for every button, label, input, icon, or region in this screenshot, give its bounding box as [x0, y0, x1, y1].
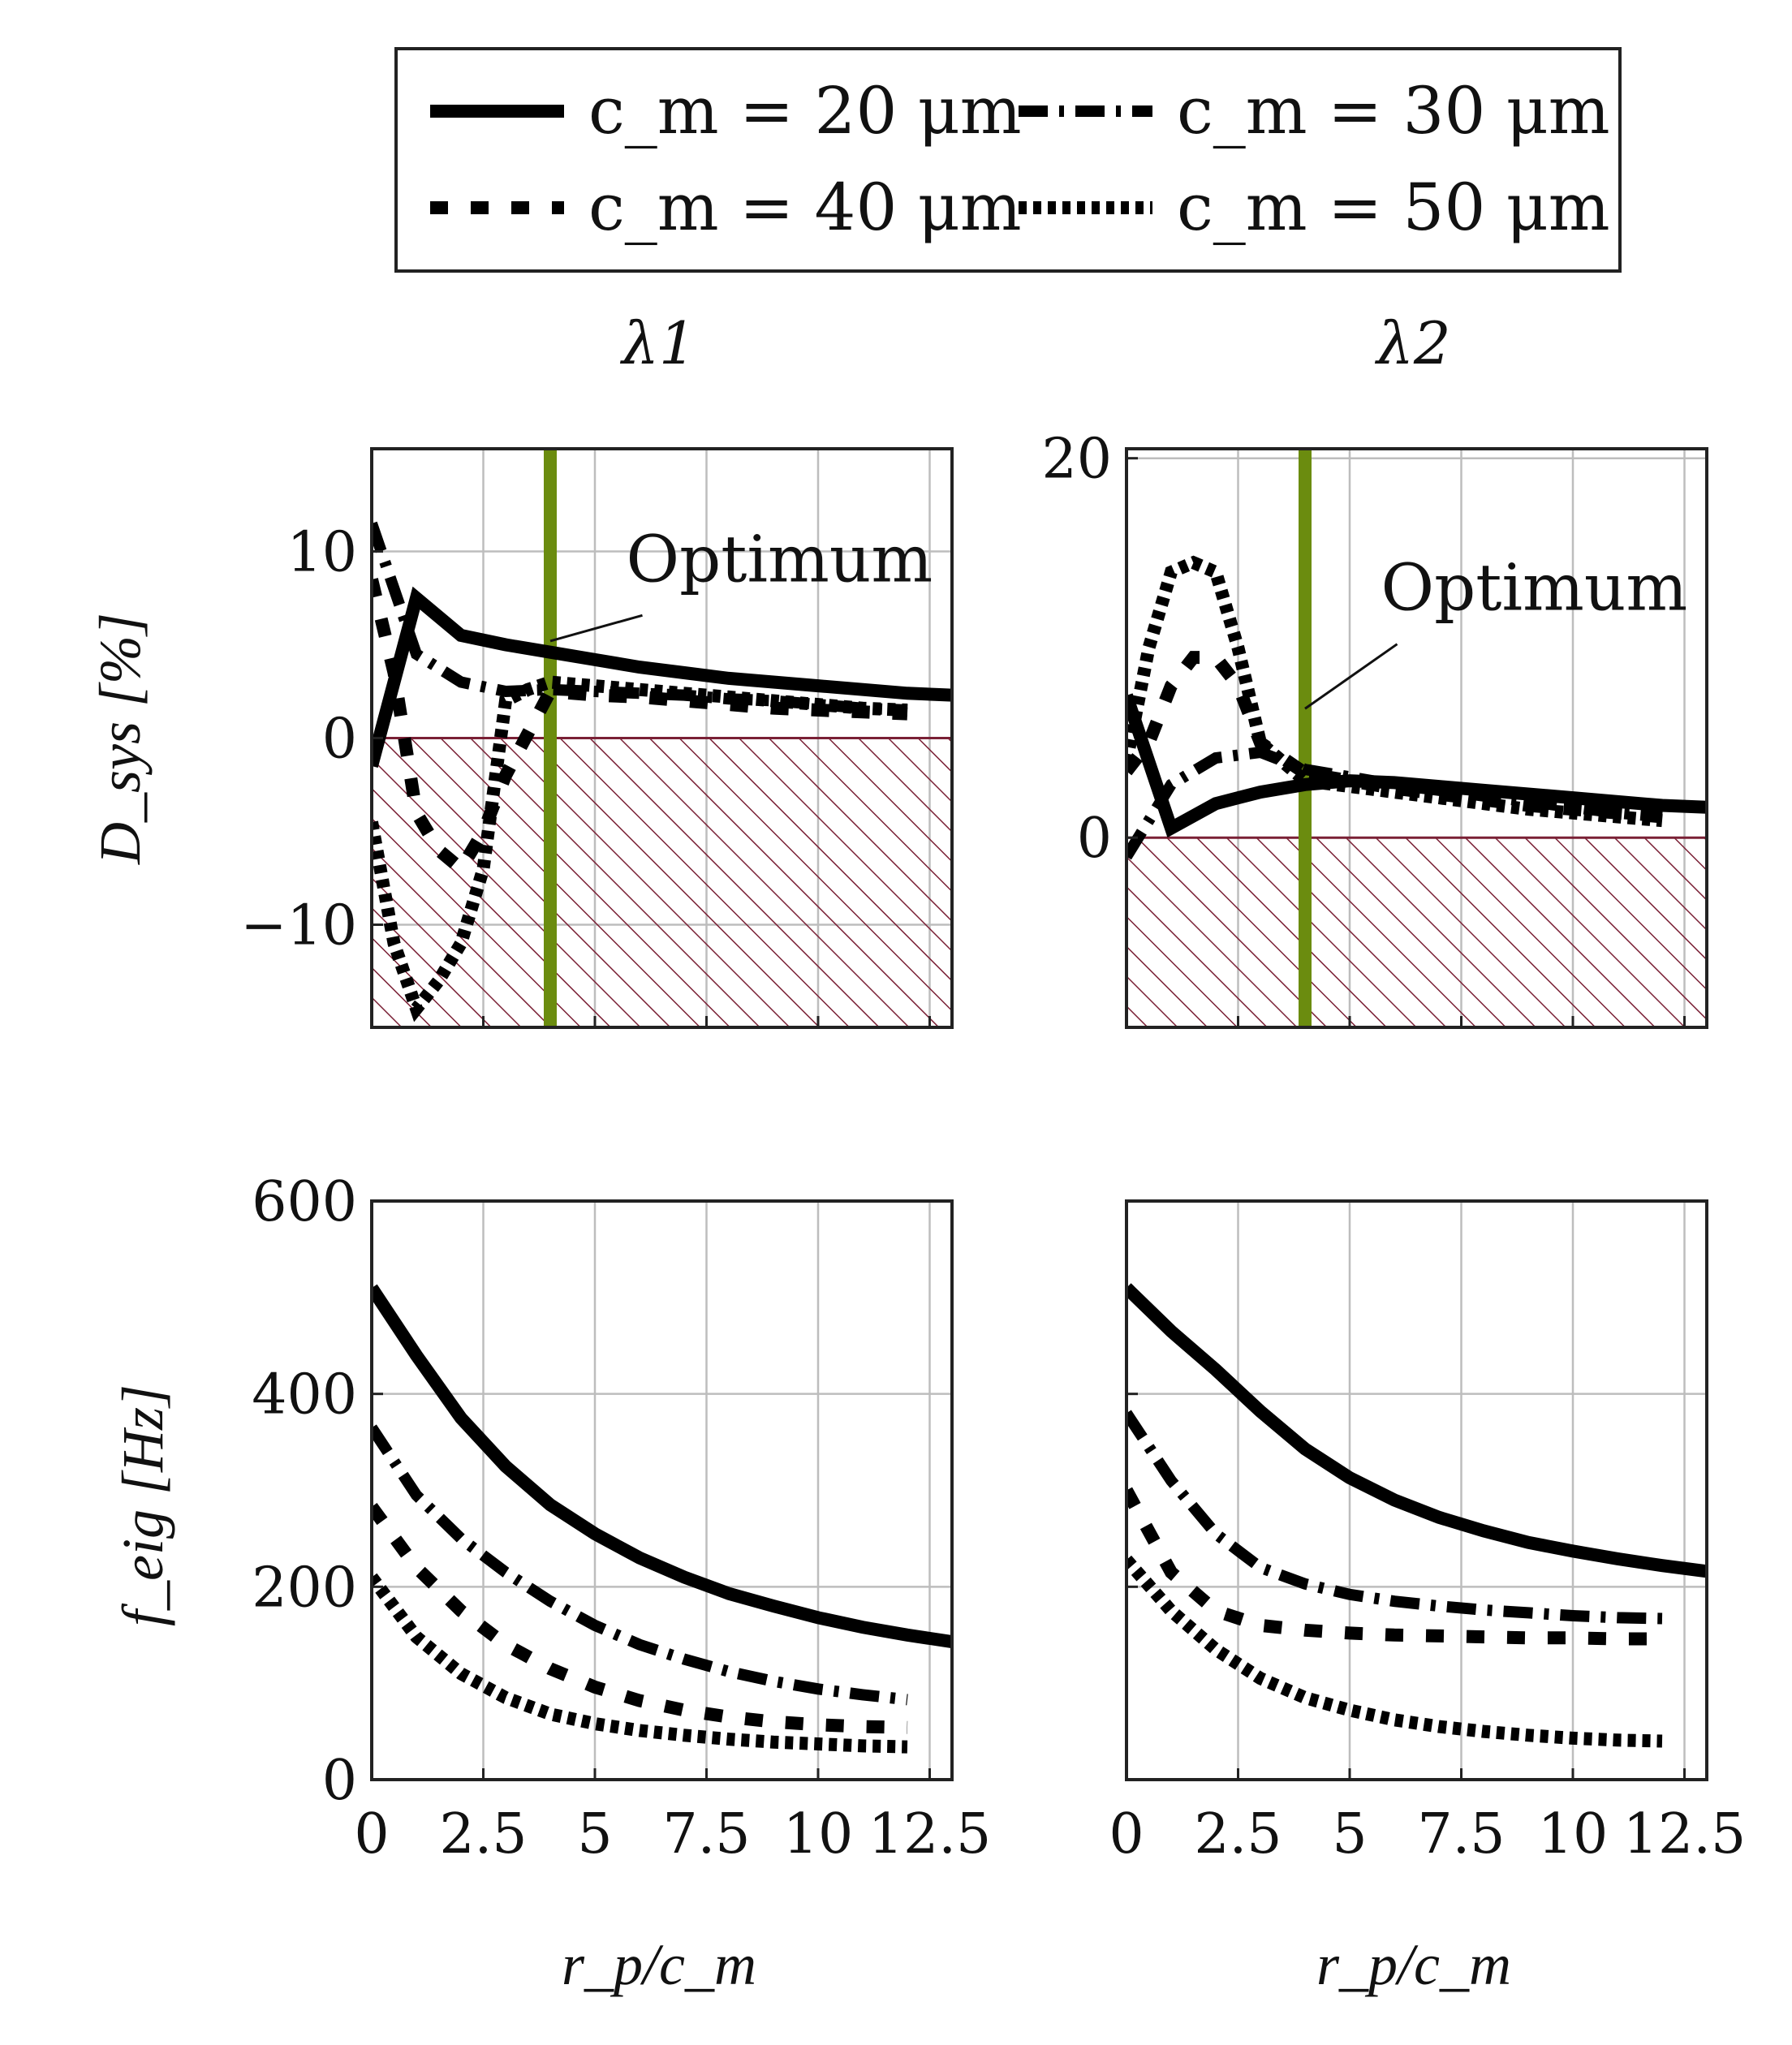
panel-lambda2-damping: Optimum 0 20	[1041, 428, 1708, 1029]
x-tick-label: 2.5	[439, 1802, 527, 1866]
x-tick-label: 10	[783, 1802, 854, 1866]
legend-label-30: c_m = 30 μm	[1177, 73, 1610, 149]
x-tick-label: 2.5	[1194, 1802, 1282, 1866]
series-line-3	[1126, 651, 1663, 824]
y-tick-label: 20	[1041, 428, 1112, 492]
y-tick-label: 200	[252, 1556, 357, 1620]
series-group	[372, 521, 952, 1022]
series-line-2	[1126, 746, 1663, 860]
series-line-2	[372, 521, 908, 716]
series-group	[372, 1284, 952, 1754]
ylabel-damping: D_sys [%]	[88, 613, 153, 865]
x-tick-label: 12.5	[868, 1802, 991, 1866]
panel-lambda1-damping: Optimum −10 0 10	[240, 447, 954, 1029]
y-tick-label: 0	[322, 1749, 357, 1813]
xlabel-right: r_p/c_m	[1316, 1932, 1511, 1997]
x-tick-label: 0	[354, 1802, 389, 1866]
annotation-optimum: Optimum	[627, 521, 933, 596]
y-tick-label: −10	[240, 894, 357, 958]
series-line-1	[1126, 1283, 1707, 1578]
annotation-optimum: Optimum	[1381, 550, 1688, 626]
x-tick-label: 7.5	[1417, 1802, 1505, 1866]
legend-label-50: c_m = 50 μm	[1177, 170, 1610, 245]
x-tick-label: 0	[1109, 1802, 1144, 1866]
unstable-region-hatch	[372, 738, 952, 1027]
series-group	[1126, 1283, 1707, 1748]
column-title-lambda1: λ1	[619, 309, 696, 377]
x-tick-label: 10	[1538, 1802, 1609, 1866]
x-tick-label: 7.5	[662, 1802, 750, 1866]
annotation-leader	[549, 614, 643, 643]
y-tick-label: 600	[252, 1170, 357, 1234]
axes-frame	[370, 1199, 954, 1781]
panel-lambda2-frequency: 0 2.5 5 7.5 10 12.5	[1109, 1199, 1746, 1866]
annotation-leader	[1304, 643, 1398, 710]
panel-lambda1-frequency: 0 200 400 600 0 2.5 5 7.5 10 12.5	[252, 1170, 991, 1866]
series-line-3	[372, 1502, 908, 1734]
series-group	[1126, 555, 1707, 860]
ylabel-frequency: f_eig [Hz]	[110, 1384, 175, 1626]
legend-label-20: c_m = 20 μm	[588, 73, 1022, 149]
y-tick-label: 10	[286, 521, 357, 585]
series-line-4	[1126, 555, 1663, 828]
column-title-lambda2: λ2	[1374, 309, 1450, 377]
series-line-4	[1126, 1555, 1663, 1748]
y-tick-label: 0	[1077, 807, 1112, 871]
y-tick-label: 400	[252, 1363, 357, 1427]
series-line-1	[372, 586, 952, 768]
x-tick-label: 5	[1332, 1802, 1367, 1866]
xlabel-left: r_p/c_m	[562, 1932, 756, 1997]
series-line-4	[372, 1573, 908, 1754]
series-line-1	[372, 1284, 952, 1649]
series-line-2	[1126, 1410, 1663, 1625]
series-line-3	[372, 578, 908, 879]
x-tick-label: 5	[577, 1802, 612, 1866]
legend-frame	[394, 47, 1622, 273]
axes-frame	[1125, 1199, 1708, 1781]
series-line-2	[372, 1424, 908, 1706]
unstable-region-hatch	[1126, 837, 1707, 1027]
series-line-4	[372, 675, 908, 1022]
axes-frame	[1125, 447, 1708, 1029]
x-tick-label: 12.5	[1623, 1802, 1746, 1866]
legend-label-40: c_m = 40 μm	[588, 170, 1022, 245]
legend: c_m = 20 μm c_m = 30 μm c_m = 40 μm c_m …	[394, 47, 1622, 273]
series-line-3	[1126, 1487, 1662, 1646]
y-tick-label: 0	[322, 708, 357, 772]
